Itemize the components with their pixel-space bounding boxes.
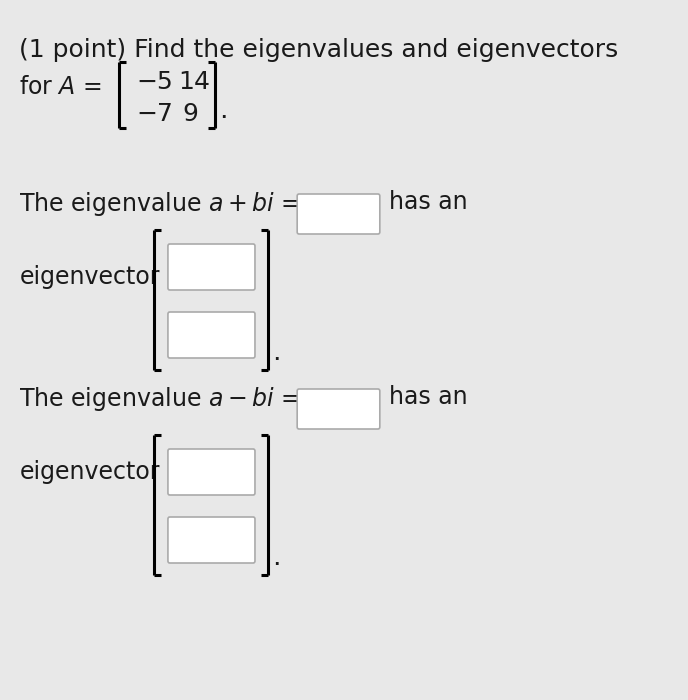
Text: .: . (219, 98, 228, 124)
Text: .: . (272, 340, 280, 366)
Text: .: . (272, 545, 280, 571)
Text: $14$: $14$ (178, 70, 211, 94)
Text: eigenvector: eigenvector (19, 460, 160, 484)
FancyBboxPatch shape (168, 449, 255, 495)
Text: $9$: $9$ (182, 102, 198, 126)
FancyBboxPatch shape (168, 312, 255, 358)
FancyBboxPatch shape (168, 517, 255, 563)
Text: has an: has an (389, 190, 467, 214)
Text: The eigenvalue $a + bi$ =: The eigenvalue $a + bi$ = (19, 190, 300, 218)
FancyBboxPatch shape (297, 389, 380, 429)
Text: has an: has an (389, 385, 467, 409)
FancyBboxPatch shape (297, 194, 380, 234)
Text: $-5$: $-5$ (136, 70, 173, 94)
Text: The eigenvalue $a - bi$ =: The eigenvalue $a - bi$ = (19, 385, 300, 413)
Text: for $A$ =: for $A$ = (19, 75, 103, 99)
Text: eigenvector: eigenvector (19, 265, 160, 289)
Text: (1 point) Find the eigenvalues and eigenvectors: (1 point) Find the eigenvalues and eigen… (19, 38, 619, 62)
Text: $-7$: $-7$ (136, 102, 173, 126)
FancyBboxPatch shape (168, 244, 255, 290)
